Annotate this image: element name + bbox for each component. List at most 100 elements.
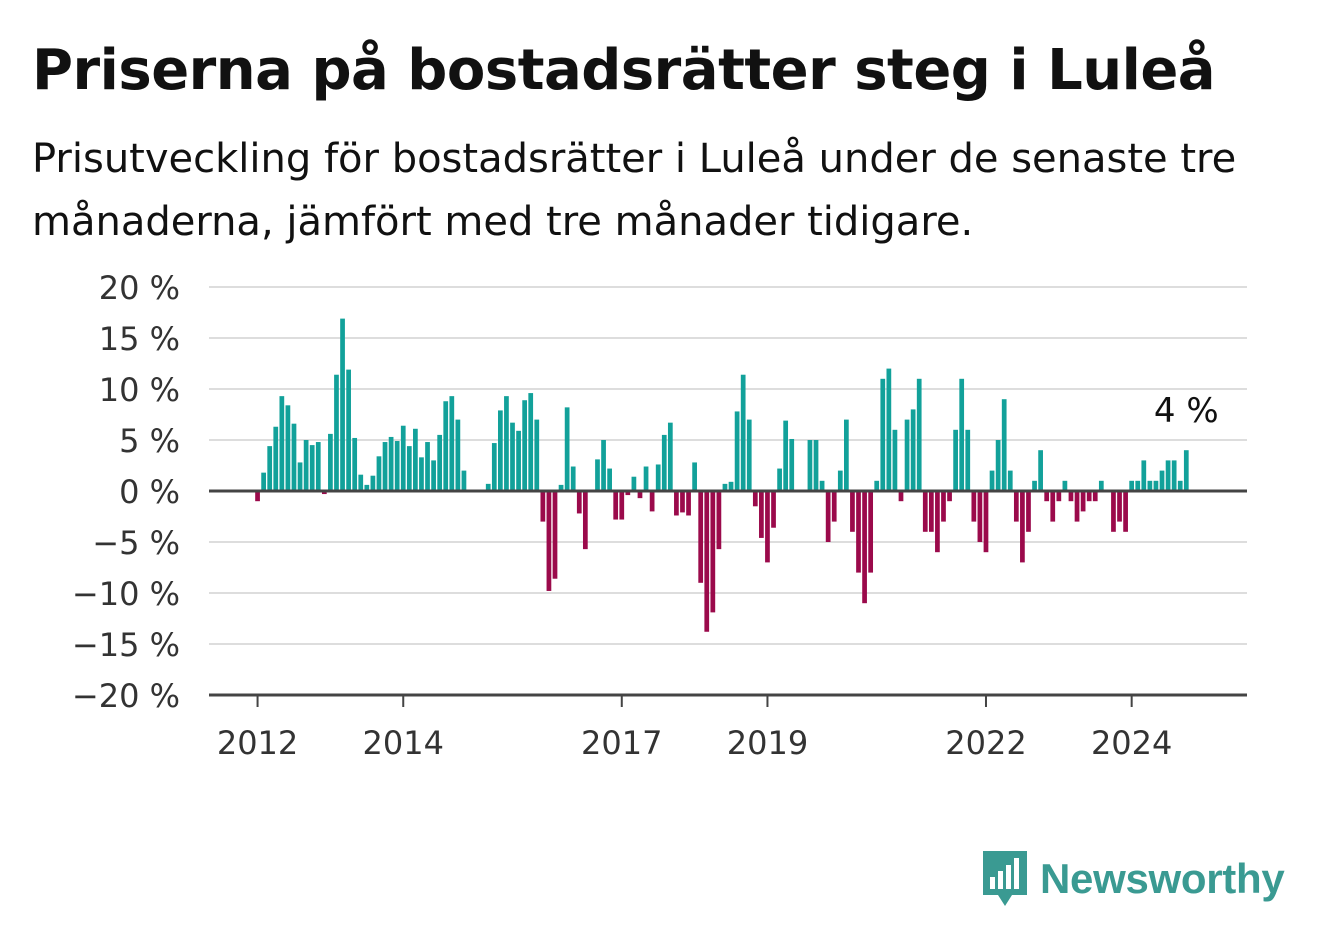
bar — [892, 429, 898, 491]
bar — [1123, 491, 1128, 532]
bar — [983, 491, 989, 553]
bar — [977, 491, 983, 542]
bar — [752, 491, 758, 507]
bar — [625, 491, 631, 496]
bar — [1177, 480, 1183, 491]
bar — [400, 425, 406, 491]
bar — [358, 474, 364, 491]
bar — [370, 475, 376, 491]
bar — [765, 491, 770, 563]
bar — [716, 491, 722, 550]
bar — [643, 466, 649, 491]
bar — [485, 483, 491, 491]
y-tick-label: 0 % — [119, 473, 180, 511]
bar — [297, 462, 303, 491]
y-tick-label: −5 % — [92, 524, 180, 562]
bar — [413, 428, 418, 491]
bar — [1159, 470, 1165, 491]
bar — [1020, 491, 1025, 563]
bar — [686, 491, 691, 516]
bar — [406, 446, 412, 491]
bar — [789, 438, 795, 491]
bar — [704, 491, 710, 632]
bar — [698, 491, 704, 583]
bar — [1062, 480, 1068, 491]
bar — [1086, 491, 1092, 502]
bar — [455, 419, 461, 491]
x-tick-label: 2019 — [727, 724, 808, 762]
bar — [388, 436, 394, 491]
bar — [1153, 480, 1159, 491]
bar — [1026, 491, 1031, 532]
bar — [837, 470, 843, 491]
bar — [746, 419, 752, 491]
bar — [874, 480, 880, 491]
bar — [965, 429, 971, 491]
bar — [1068, 491, 1074, 502]
bar — [1092, 491, 1098, 502]
bar — [844, 419, 849, 491]
bar — [461, 470, 467, 491]
bar — [637, 491, 643, 499]
bar — [425, 442, 430, 491]
bar — [1183, 450, 1189, 491]
bar — [394, 441, 400, 491]
y-tick-label: 5 % — [119, 422, 180, 460]
bar — [382, 442, 388, 491]
bar — [534, 419, 540, 491]
bar — [346, 369, 351, 491]
bar — [1032, 480, 1037, 491]
bar — [498, 410, 503, 491]
axes — [209, 489, 1247, 697]
bar — [364, 484, 370, 491]
bar — [261, 472, 266, 491]
bar — [449, 396, 455, 491]
bar — [1056, 491, 1062, 502]
bar — [1129, 480, 1135, 491]
newsworthy-logo: Newsworthy — [980, 848, 1285, 910]
bar — [941, 491, 946, 522]
bar — [303, 440, 309, 491]
bar — [255, 491, 260, 502]
bar — [777, 468, 782, 491]
bar — [328, 433, 333, 491]
bar — [601, 440, 606, 491]
x-tick-label: 2012 — [217, 724, 298, 762]
bar — [607, 468, 612, 491]
bar — [916, 378, 922, 491]
bar — [1007, 470, 1013, 491]
bar — [910, 409, 916, 491]
bar — [740, 374, 746, 491]
bar — [613, 491, 619, 520]
bar — [376, 456, 382, 491]
bar — [831, 491, 837, 522]
bar — [1141, 460, 1147, 491]
bar — [661, 434, 667, 491]
bar — [1165, 460, 1171, 491]
bar — [995, 440, 1001, 491]
gridlines — [209, 286, 1247, 645]
y-tick-label: 15 % — [99, 320, 180, 358]
bar — [783, 420, 789, 491]
bar — [516, 430, 521, 491]
chart-subtitle: Prisutveckling för bostadsrätter i Luleå… — [32, 136, 1237, 245]
bar — [1147, 480, 1153, 491]
y-axis-tick-labels: 20 % 15 % 10 % 5 % 0 % −5 % −10 % −15 % −20 % — [72, 269, 180, 715]
bars — [255, 318, 1189, 632]
bar — [722, 483, 728, 491]
bar — [856, 491, 861, 573]
y-tick-label: 10 % — [99, 371, 180, 409]
bar — [819, 480, 825, 491]
bar — [431, 460, 436, 491]
brand-name: Newsworthy — [1040, 855, 1285, 902]
y-tick-label: −20 % — [72, 677, 180, 715]
bar — [309, 445, 315, 491]
bar — [759, 491, 764, 538]
x-tick-label: 2024 — [1091, 724, 1172, 762]
bar — [582, 491, 588, 550]
bar — [710, 491, 716, 613]
bar — [886, 368, 892, 491]
bar — [564, 407, 570, 491]
bar — [510, 422, 515, 491]
bar — [267, 446, 273, 491]
